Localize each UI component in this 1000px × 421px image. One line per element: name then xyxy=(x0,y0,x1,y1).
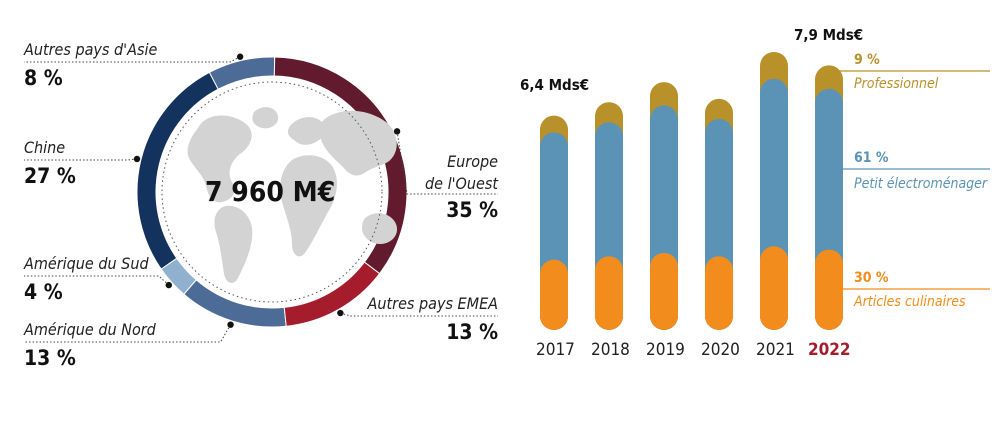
bar-segment-2018-articles-culinaires xyxy=(595,256,623,330)
bar-2018 xyxy=(595,102,623,330)
year-label-2017: 2017 xyxy=(536,340,575,360)
legend-label-professionnel: Professionnel xyxy=(854,76,939,92)
slice-label-europe-ouest-line2: de l'Ouest xyxy=(425,174,498,193)
legend-label-articles-culinaires: Articles culinaires xyxy=(854,294,966,310)
bar-segment-2021-articles-culinaires xyxy=(760,246,788,330)
slice-label-autres-pays-emea: Autres pays EMEA xyxy=(367,294,498,313)
year-label-2020: 2020 xyxy=(701,340,740,360)
slice-chine xyxy=(136,71,219,270)
leader-line-amerique-du-nord xyxy=(24,321,234,343)
bar-2017 xyxy=(540,115,568,330)
bar-segment-2017-articles-culinaires xyxy=(540,259,568,330)
bar-segment-2020-articles-culinaires xyxy=(705,256,733,330)
slice-value-chine: 27 % xyxy=(24,164,76,188)
bar-segment-2022-articles-culinaires xyxy=(815,249,843,330)
donut-inner-dotted-ring xyxy=(161,81,383,303)
leader-line-chine xyxy=(24,155,141,163)
year-label-2019: 2019 xyxy=(646,340,685,360)
leader-line-autres-pays-emea xyxy=(337,309,498,317)
bar-2020 xyxy=(705,98,733,330)
bar-2019 xyxy=(650,82,678,330)
bar-total-label-2017: 6,4 Mds€ xyxy=(520,76,590,94)
leader-line-autres-pays-d-asie xyxy=(24,53,244,63)
slice-amerique-du-nord xyxy=(183,279,287,328)
bar-segment-2019-articles-culinaires xyxy=(650,252,678,330)
slice-value-autres-pays-asie: 8 % xyxy=(24,66,63,90)
slice-label-amerique-du-nord: Amérique du Nord xyxy=(24,320,156,339)
year-label-2018: 2018 xyxy=(591,340,630,360)
stacked-bar-chart xyxy=(540,51,990,330)
slice-autres-pays-emea xyxy=(283,261,381,327)
leader-line-europe-de-l-ouest xyxy=(393,128,498,195)
bar-2021 xyxy=(760,51,788,330)
slice-amerique-du-sud xyxy=(160,257,197,295)
slice-europe-de-l-ouest xyxy=(273,56,408,275)
bar-total-label-2022: 7,9 Mds€ xyxy=(794,26,864,44)
slice-label-amerique-du-sud: Amérique du Sud xyxy=(24,254,149,273)
legend-value-professionnel: 9 % xyxy=(854,52,880,68)
year-label-2022: 2022 xyxy=(808,340,851,360)
year-label-2021: 2021 xyxy=(756,340,795,360)
slice-label-autres-pays-asie: Autres pays d'Asie xyxy=(24,40,158,59)
slice-value-autres-pays-emea: 13 % xyxy=(446,320,498,344)
slice-label-chine: Chine xyxy=(24,138,66,157)
world-map-icon xyxy=(187,107,398,283)
legend-value-petit-electromenager: 61 % xyxy=(854,150,889,166)
slice-label-europe-ouest-line1: Europe xyxy=(447,152,498,171)
legend-label-petit-electromenager: Petit électroménager xyxy=(854,176,988,192)
legend-value-articles-culinaires: 30 % xyxy=(854,270,889,286)
slice-value-amerique-du-nord: 13 % xyxy=(24,346,76,370)
leader-line-amerique-du-sud xyxy=(24,275,172,289)
slice-value-amerique-du-sud: 4 % xyxy=(24,280,63,304)
slice-value-europe-ouest: 35 % xyxy=(446,198,498,222)
bar-2022 xyxy=(815,65,843,330)
donut-chart xyxy=(24,53,498,343)
donut-total: 7 960 M€ xyxy=(205,175,336,208)
